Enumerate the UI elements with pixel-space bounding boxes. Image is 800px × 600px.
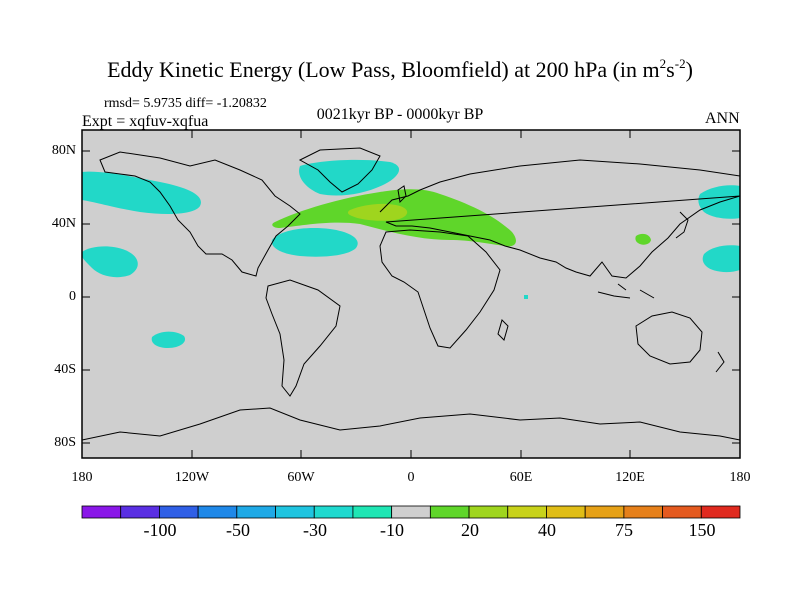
- coast-madagascar: [497, 319, 509, 341]
- colorbar-swatch: [313, 505, 354, 519]
- title-unit-s: s: [666, 57, 675, 82]
- colorbar-label: -100: [143, 520, 177, 540]
- coast-north-america: [99, 151, 301, 277]
- lat-label-80s: 80S: [54, 435, 76, 450]
- field-subtropical-pacific-east: [82, 246, 138, 278]
- coast-south-america: [265, 279, 341, 397]
- lon-label-60w: 60W: [287, 470, 315, 485]
- lon-label-120w: 120W: [174, 470, 210, 485]
- lat-label-0: 0: [69, 289, 76, 304]
- colorbar-swatch: [81, 505, 122, 519]
- coast-africa: [379, 229, 501, 349]
- coast-japan: [675, 211, 689, 239]
- lon-label-0: 0: [407, 470, 415, 485]
- colorbar-swatch: [662, 505, 702, 519]
- colorbar-swatch: [197, 505, 238, 519]
- colorbar-swatch: [275, 505, 315, 519]
- plot-title: Eddy Kinetic Energy (Low Pass, Bloomfiel…: [0, 56, 800, 83]
- experiment-label: Expt = xqfuv-xqfua: [82, 113, 209, 130]
- field-west-atlantic: [271, 228, 358, 257]
- lat-label-40s: 40S: [54, 362, 76, 377]
- field-south-pacific: [151, 331, 186, 348]
- coast-uk: [397, 185, 407, 204]
- title-close: ): [685, 57, 693, 82]
- field-jet-core: [347, 203, 408, 221]
- coast-antarctica: [82, 407, 740, 441]
- field-north-america-north: [299, 159, 400, 196]
- coast-indonesia: [597, 283, 655, 299]
- lon-label-60e: 60E: [509, 470, 533, 485]
- title-sup-2: -2: [674, 56, 686, 71]
- coast-eurasia: [379, 159, 740, 279]
- colorbar-label: -10: [380, 520, 404, 540]
- period-label: 0021kyr BP - 0000kyr BP: [316, 106, 484, 123]
- lat-label-80n: 80N: [51, 143, 76, 158]
- colorbar-swatch: [700, 505, 741, 519]
- field-north-pacific-east: [82, 171, 201, 214]
- coastlines: [82, 147, 740, 441]
- colorbar-swatch: [159, 505, 199, 519]
- colorbar: [81, 505, 741, 519]
- colorbar-label: -50: [226, 520, 250, 540]
- colorbar-swatch: [236, 505, 276, 519]
- colorbar-swatch: [429, 505, 470, 519]
- colorbar-swatch: [468, 505, 509, 519]
- colorbar-swatch: [546, 505, 586, 519]
- colorbar-label: -30: [303, 520, 327, 540]
- lat-label-40n: 40N: [51, 216, 76, 231]
- coast-australia: [635, 311, 703, 365]
- colorbar-label: 20: [461, 520, 479, 540]
- coast-new-zealand: [715, 351, 725, 373]
- field-subtropical-pacific-west: [702, 245, 740, 273]
- colorbar-label: 75: [615, 520, 633, 540]
- colorbar-label: 150: [688, 520, 716, 540]
- colorbar-swatch: [352, 505, 393, 519]
- colorbar-swatch: [584, 505, 625, 519]
- colorbar-swatch: [623, 505, 663, 519]
- lon-label-180e: 180: [729, 470, 751, 485]
- field-east-asia: [635, 233, 651, 245]
- season-label: ANN: [705, 110, 740, 127]
- lon-label-120e: 120E: [615, 470, 645, 485]
- colorbar-swatch: [120, 505, 160, 519]
- field-indian-ocean-dot: [524, 295, 528, 299]
- title-main: Eddy Kinetic Energy (Low Pass, Bloomfiel…: [107, 57, 660, 82]
- coast-greenland: [298, 147, 381, 193]
- map-background: [82, 130, 740, 458]
- axis-ticks: [82, 130, 740, 458]
- lon-label-180w: 180: [71, 470, 93, 485]
- title-sup-1: 2: [659, 56, 667, 71]
- colorbar-swatch: [507, 505, 547, 519]
- colorbar-swatch: [391, 505, 431, 519]
- stats-label: rmsd= 5.9735 diff= -1.20832: [104, 96, 267, 111]
- colorbar-label: 40: [538, 520, 556, 540]
